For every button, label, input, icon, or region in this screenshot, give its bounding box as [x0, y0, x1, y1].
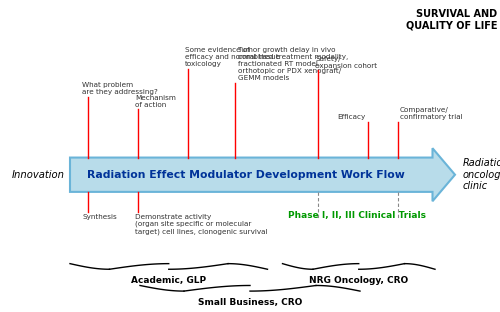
Text: Radiation Effect Modulator Development Work Flow: Radiation Effect Modulator Development W…	[88, 170, 405, 180]
Text: Small Business, CRO: Small Business, CRO	[198, 298, 302, 307]
Text: Innovation: Innovation	[12, 170, 65, 180]
Text: SURVIVAL AND
QUALITY OF LIFE: SURVIVAL AND QUALITY OF LIFE	[406, 9, 498, 31]
Text: Synthesis: Synthesis	[82, 214, 117, 220]
Text: Demonstrate activity
(organ site specific or molecular
target) cell lines, clono: Demonstrate activity (organ site specifi…	[135, 214, 268, 235]
Text: Efficacy: Efficacy	[337, 114, 365, 120]
Text: Academic, GLP: Academic, GLP	[131, 276, 206, 285]
Polygon shape	[70, 148, 455, 201]
Text: Safety/
expansion cohort: Safety/ expansion cohort	[315, 56, 377, 69]
Text: Tumor growth delay in vivo
combined treatment modality,
fractionated RT model,
o: Tumor growth delay in vivo combined trea…	[238, 47, 348, 81]
Text: Mechanism
of action: Mechanism of action	[135, 95, 176, 108]
Text: Phase I, II, III Clinical Trials: Phase I, II, III Clinical Trials	[288, 211, 426, 220]
Text: NRG Oncology, CRO: NRG Oncology, CRO	[309, 276, 408, 285]
Text: What problem
are they addressing?: What problem are they addressing?	[82, 82, 158, 95]
Text: Some evidence of
efficacy and normal tissue
toxicology: Some evidence of efficacy and normal tis…	[185, 47, 280, 67]
Text: Comparative/
confirmatory trial: Comparative/ confirmatory trial	[400, 107, 462, 120]
Text: Radiation
oncology
clinic: Radiation oncology clinic	[462, 158, 500, 191]
